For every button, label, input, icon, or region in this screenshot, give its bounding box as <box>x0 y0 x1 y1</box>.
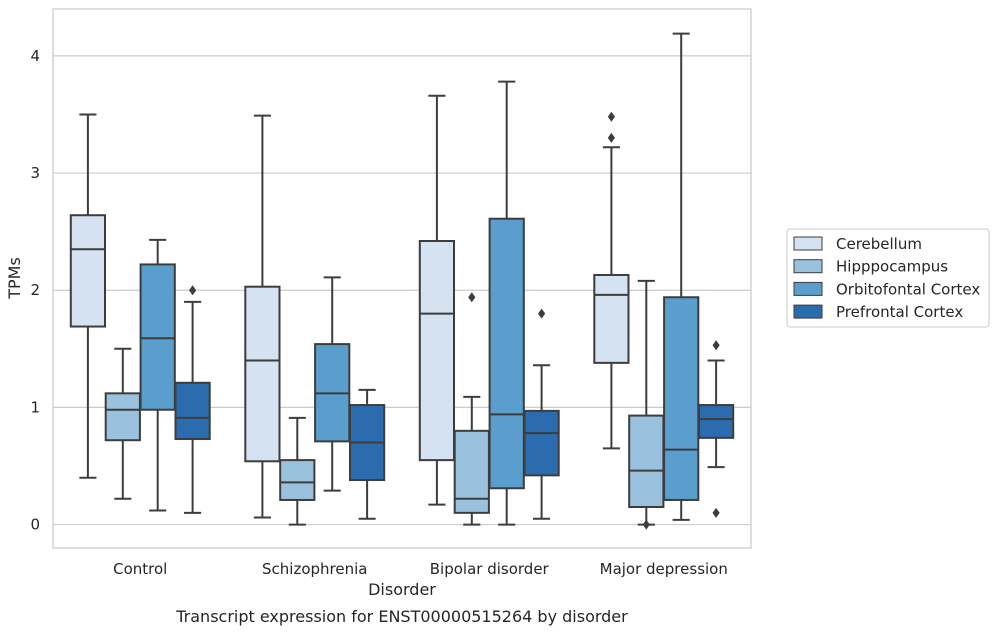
legend-label: Orbitofontal Cortex <box>836 280 980 298</box>
box-body <box>279 459 316 501</box>
box-body <box>139 263 176 411</box>
box-prefrontal-cortex <box>348 388 386 520</box>
box-body <box>523 409 560 477</box>
box-cerebellum <box>69 113 107 479</box>
box-cerebellum <box>244 114 281 519</box>
box-cerebellum <box>593 111 630 450</box>
legend-swatch <box>793 259 823 274</box>
outlier-point <box>712 340 720 351</box>
y-tick-label: 0 <box>30 516 40 534</box>
legend-label: Cerebellum <box>836 235 922 253</box>
legend-swatch <box>793 281 823 296</box>
box-body <box>697 404 735 439</box>
box-orbitofontal-cortex <box>139 238 176 512</box>
outlier-point <box>712 507 720 518</box>
figure-caption: Transcript expression for ENST0000051526… <box>175 607 628 626</box>
box-cerebellum <box>418 94 456 506</box>
box-orbitofontal-cortex <box>314 276 351 492</box>
x-tick-label: Schizophrenia <box>262 560 367 578</box>
boxes <box>69 32 735 530</box>
y-tick-label: 3 <box>30 164 40 182</box>
x-tick-label: Control <box>113 560 167 578</box>
box-body <box>628 414 665 508</box>
box-prefrontal-cortex <box>523 308 560 520</box>
box-body <box>488 217 525 490</box>
box-prefrontal-cortex <box>174 285 211 514</box>
outlier-point <box>607 111 615 122</box>
box-body <box>69 214 107 328</box>
outlier-point <box>538 308 546 319</box>
legend-label: Prefrontal Cortex <box>836 303 963 321</box>
legend-frame <box>786 228 990 328</box>
box-hipppocampus <box>104 347 141 500</box>
outlier-point <box>189 285 197 296</box>
x-tick-label: Major depression <box>600 560 728 578</box>
x-tick-label: Bipolar disorder <box>430 560 550 578</box>
box-body <box>174 381 211 441</box>
y-tick-label: 4 <box>30 47 40 65</box>
box-prefrontal-cortex <box>697 340 735 518</box>
x-tick-labels: Control Schizophrenia Bipolar disorder Majo… <box>113 560 728 578</box>
x-axis-label: Disorder <box>368 580 436 599</box>
outlier-point <box>642 519 650 530</box>
box-body <box>453 429 490 514</box>
legend: Cerebellum Hipppocampus Orbitofontal Corte… <box>786 228 990 328</box>
outlier-point <box>607 132 615 143</box>
box-orbitofontal-cortex <box>663 32 700 521</box>
box-body <box>418 240 456 462</box>
legend-swatch <box>793 236 823 251</box>
legend-label: Hipppocampus <box>836 258 948 276</box>
box-hipppocampus <box>279 416 316 526</box>
outlier-point <box>468 292 476 303</box>
box-body <box>663 296 700 501</box>
y-tick-labels: 0 1 2 3 4 <box>30 47 40 534</box>
y-axis-label: TPMs <box>5 257 24 300</box>
box-orbitofontal-cortex <box>488 80 525 526</box>
legend-swatch <box>793 304 823 319</box>
y-tick-label: 1 <box>30 398 40 416</box>
box-hipppocampus <box>628 279 665 530</box>
box-hipppocampus <box>453 292 490 526</box>
box-body <box>593 273 630 364</box>
box-body <box>244 285 281 463</box>
box-body <box>104 392 141 442</box>
y-tick-label: 2 <box>30 281 40 299</box>
